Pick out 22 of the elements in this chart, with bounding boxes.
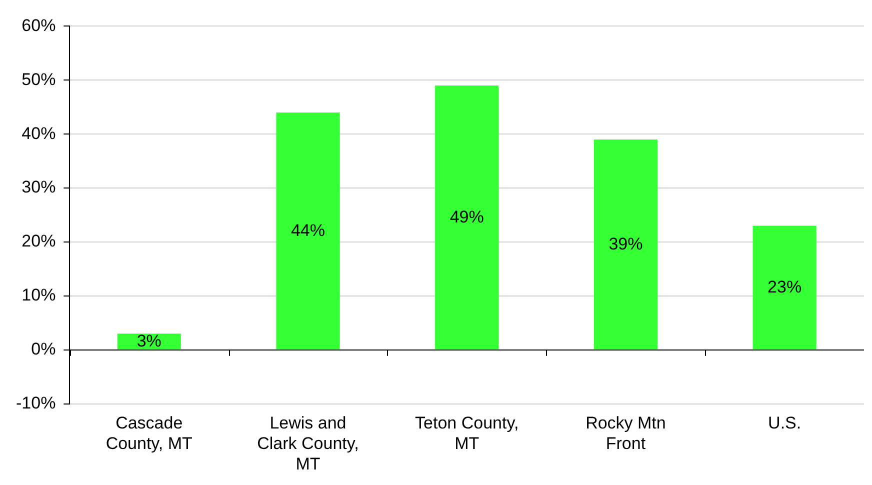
data-label: 44% bbox=[290, 220, 325, 240]
x-tick-label: Rocky Mtn Front bbox=[586, 414, 666, 454]
x-tick-label: Teton County, MT bbox=[415, 414, 519, 454]
y-tick-label: 50% bbox=[22, 70, 56, 89]
bar bbox=[276, 112, 340, 350]
data-label: 39% bbox=[608, 234, 643, 254]
data-label: 3% bbox=[136, 331, 162, 350]
y-tick-label: 10% bbox=[22, 286, 56, 305]
y-tick-label: 60% bbox=[22, 16, 56, 35]
bar bbox=[435, 86, 499, 350]
bar bbox=[752, 226, 816, 350]
data-label: 49% bbox=[450, 207, 484, 226]
y-tick-label: 0% bbox=[31, 340, 56, 359]
y-tick-label: 30% bbox=[22, 178, 56, 197]
x-tick-label: Lewis and Clark County, MT bbox=[257, 414, 359, 474]
y-tick-label: 20% bbox=[22, 232, 56, 251]
bar bbox=[594, 139, 658, 350]
x-tick-label: Cascade County, MT bbox=[106, 414, 192, 454]
x-tick-label: U.S. bbox=[768, 414, 802, 433]
y-tick-label: 40% bbox=[22, 124, 56, 143]
y-tick-label: -10% bbox=[16, 393, 56, 412]
data-label: 23% bbox=[768, 278, 802, 297]
